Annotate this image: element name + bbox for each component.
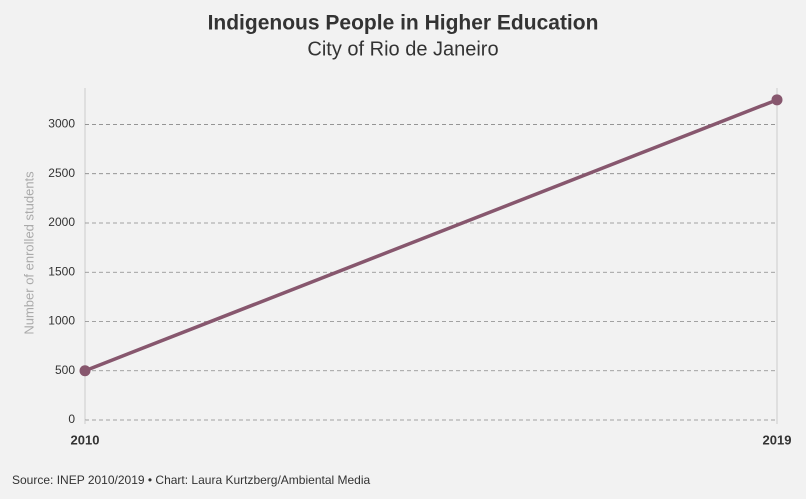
data-line	[84, 98, 778, 373]
y-tick-label: 2500	[48, 166, 75, 180]
y-tick-label: 3000	[48, 117, 75, 131]
source-note: Source: INEP 2010/2019 • Chart: Laura Ku…	[12, 473, 371, 487]
y-tick-label: 1000	[48, 314, 75, 328]
data-point	[771, 94, 783, 106]
x-tick-label: 2019	[763, 432, 792, 447]
y-tick-label: 0	[68, 412, 75, 426]
chart-title: Indigenous People in Higher Education	[208, 12, 599, 35]
chart-subtitle: City of Rio de Janeiro	[307, 38, 498, 60]
data-point	[79, 365, 91, 377]
y-tick-label: 500	[55, 363, 75, 377]
y-tick-label: 2000	[48, 215, 75, 229]
y-tick-label: 1500	[48, 264, 75, 278]
x-tick-label: 2010	[71, 432, 100, 447]
y-axis-label: Number of enrolled students	[21, 171, 36, 335]
